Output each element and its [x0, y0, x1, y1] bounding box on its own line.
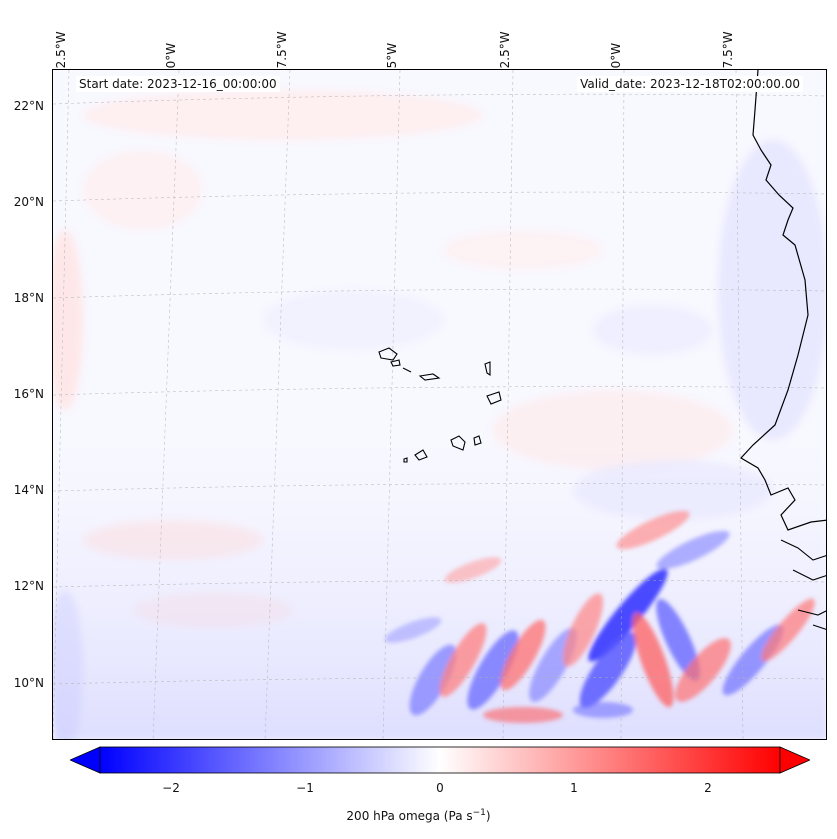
colorbar-tick-neg1: −1 [296, 781, 314, 795]
lat-label-16n: 16°N [13, 387, 44, 401]
colorbar-tick-neg2: −2 [162, 781, 180, 795]
colorbar-tick-1: 1 [570, 781, 578, 795]
colorbar-tick-2: 2 [704, 781, 712, 795]
colorbar-label: 200 hPa omega (Pa s−1) [0, 808, 837, 823]
lat-label-18n: 18°N [13, 291, 44, 305]
colorbar-gradient [99, 746, 781, 774]
colorbar-tick-0: 0 [436, 781, 444, 795]
map-panel [52, 69, 827, 740]
convective-anomalies [384, 510, 815, 723]
colorbar-label-exponent: −1 [472, 808, 486, 818]
omega-field-map [53, 70, 826, 739]
lat-label-14n: 14°N [13, 483, 44, 497]
colorbar-label-end: ) [485, 809, 491, 823]
lat-label-12n: 12°N [13, 579, 44, 593]
background-field [53, 70, 826, 739]
colorbar-min-extend [68, 746, 101, 774]
valid-date-label: Valid_date: 2023-12-18T02:00:00.00 [577, 76, 803, 92]
africa-coast-south [780, 539, 826, 630]
colorbar-max-extend [779, 746, 812, 774]
colorbar-svg [68, 746, 812, 774]
africa-coastline [740, 70, 826, 531]
cape-verde-islands [378, 347, 502, 463]
lat-label-22n: 22°N [13, 99, 44, 113]
colorbar-label-text: 200 hPa omega (Pa s [346, 809, 473, 823]
gridlines [53, 70, 826, 739]
colorbar [68, 746, 812, 774]
lat-label-10n: 10°N [13, 676, 44, 690]
lat-label-20n: 20°N [13, 195, 44, 209]
start-date-label: Start date: 2023-12-16_00:00:00 [76, 76, 280, 92]
